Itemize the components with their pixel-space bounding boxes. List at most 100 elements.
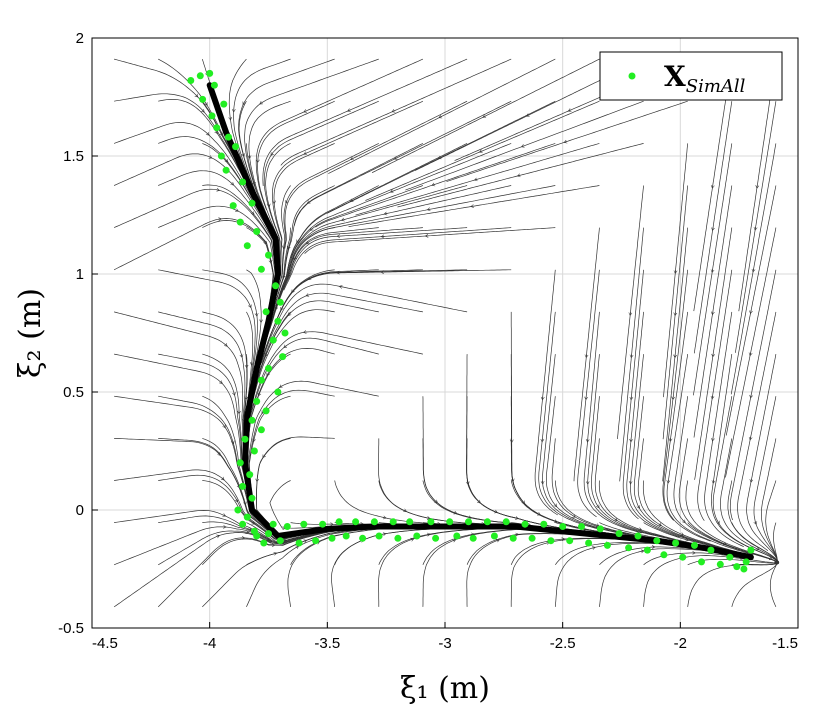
y-tick-label: 0.5 xyxy=(63,384,84,401)
data-point xyxy=(521,520,529,528)
data-point xyxy=(239,482,247,490)
streamline-arrow xyxy=(427,534,430,535)
streamline xyxy=(201,58,211,84)
data-point xyxy=(257,265,265,273)
data-point xyxy=(253,397,261,405)
data-point xyxy=(312,537,320,545)
streamline xyxy=(666,354,754,555)
x-tick-label: -4.5 xyxy=(92,635,118,652)
data-point xyxy=(335,518,343,526)
data-point xyxy=(262,407,270,415)
streamline-arrow xyxy=(597,505,599,507)
streamline-arrow xyxy=(202,110,204,112)
y-tick-label: 2 xyxy=(76,30,84,47)
data-point xyxy=(698,558,705,566)
data-point xyxy=(222,166,230,174)
data-point xyxy=(253,532,261,540)
streamline xyxy=(599,546,706,566)
data-point xyxy=(187,77,195,84)
streamline-arrow xyxy=(750,353,751,356)
streamline-arrow xyxy=(249,529,252,530)
data-point xyxy=(733,563,741,571)
streamline-arrow xyxy=(483,116,486,117)
x-axis-ticks: -4.5 -4 -3.5 -3 -2.5 -2 -1.5 xyxy=(91,622,799,652)
streamline-arrow xyxy=(592,547,595,548)
data-point xyxy=(279,353,287,361)
streamline-arrow xyxy=(209,157,212,158)
streamline-arrow xyxy=(395,158,398,159)
streamline xyxy=(378,528,484,565)
streamline xyxy=(693,143,733,396)
streamline xyxy=(555,542,660,566)
data-point xyxy=(248,416,256,424)
streamline xyxy=(256,436,335,524)
data-point xyxy=(217,152,225,160)
y-tick-label: -0.5 xyxy=(58,620,84,637)
streamline-arrow xyxy=(453,540,456,541)
data-point xyxy=(747,546,755,554)
streamline-arrow xyxy=(522,146,525,147)
data-point xyxy=(375,532,383,540)
streamline xyxy=(253,300,379,396)
trajectory-line xyxy=(206,82,754,561)
streamline-arrow xyxy=(216,131,217,133)
streamline-arrow xyxy=(573,516,575,517)
data-point xyxy=(742,558,750,566)
streamline-arrow xyxy=(304,153,307,154)
streamline-arrow xyxy=(267,539,269,540)
streamline xyxy=(510,537,618,565)
streamline xyxy=(202,480,311,541)
x-tick-label: -2 xyxy=(674,635,687,652)
streamline-arrow xyxy=(342,219,345,220)
data-point xyxy=(248,199,256,207)
data-point xyxy=(248,494,256,502)
streamline-arrow xyxy=(615,519,617,520)
data-point xyxy=(352,518,360,526)
streamline-arrow xyxy=(685,539,688,540)
data-point xyxy=(707,546,715,554)
data-point xyxy=(243,242,251,250)
streamline-arrow xyxy=(723,543,726,544)
streamline-arrow xyxy=(270,260,271,263)
streamline-arrow xyxy=(432,184,435,185)
y-tick-label: 0 xyxy=(76,502,84,519)
streamline-arrow xyxy=(391,191,394,192)
data-point xyxy=(208,112,216,120)
streamline-arrow xyxy=(223,515,226,516)
data-point xyxy=(509,534,517,542)
data-point xyxy=(274,388,282,396)
streamline-arrow xyxy=(308,201,310,203)
data-point xyxy=(502,518,510,526)
streamline-arrow xyxy=(496,540,499,541)
data-point xyxy=(234,506,242,514)
streamline xyxy=(694,227,733,480)
streamline xyxy=(202,529,346,566)
data-point xyxy=(469,534,477,542)
streamline xyxy=(202,269,258,390)
streamline-arrow xyxy=(751,310,752,313)
data-point xyxy=(672,539,680,547)
streamline-arrow xyxy=(384,213,387,214)
data-point xyxy=(276,298,284,306)
streamline-arrow xyxy=(205,103,207,105)
legend: XSimAll xyxy=(599,51,783,101)
streamline-arrow xyxy=(307,242,309,244)
streamline-arrow xyxy=(659,524,661,526)
streamline xyxy=(202,353,246,482)
simall-points xyxy=(187,69,755,573)
streamline xyxy=(202,521,330,543)
streamline xyxy=(233,58,291,189)
streamline-arrow xyxy=(304,540,307,541)
x-axis-label: ξ₁ (m) xyxy=(400,671,490,706)
data-point xyxy=(578,523,585,530)
streamline-arrow xyxy=(286,200,287,203)
data-point xyxy=(295,539,303,547)
streamline-arrow xyxy=(252,522,254,524)
data-point xyxy=(225,133,232,141)
data-point xyxy=(389,518,397,526)
data-point xyxy=(246,471,254,479)
data-point xyxy=(643,546,651,554)
data-point xyxy=(220,100,228,108)
streamline-arrow xyxy=(751,395,752,398)
data-point xyxy=(691,541,698,549)
